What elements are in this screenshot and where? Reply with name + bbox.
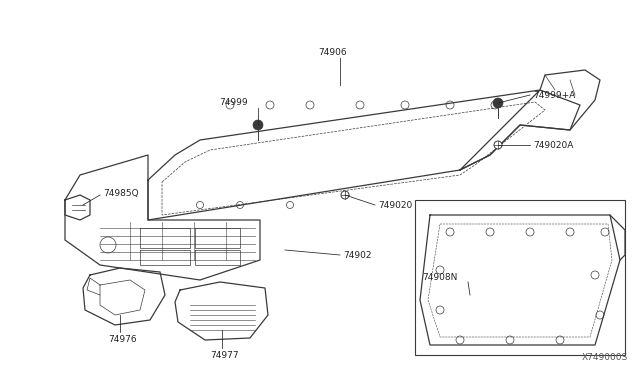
Text: 74985Q: 74985Q <box>103 189 139 198</box>
Text: 749020: 749020 <box>378 201 412 209</box>
Text: 74902: 74902 <box>343 250 371 260</box>
Circle shape <box>494 141 502 149</box>
Text: 74999+A: 74999+A <box>533 90 575 99</box>
Text: 74976: 74976 <box>108 335 136 344</box>
Text: 749020A: 749020A <box>533 141 573 150</box>
Text: 74999: 74999 <box>220 97 248 106</box>
Circle shape <box>253 120 263 130</box>
Circle shape <box>493 98 503 108</box>
Text: 74908N: 74908N <box>422 273 458 282</box>
Bar <box>415 200 625 355</box>
Text: 74977: 74977 <box>210 351 239 360</box>
Text: 74906: 74906 <box>318 48 347 57</box>
Text: X749000S: X749000S <box>582 353 628 362</box>
Circle shape <box>341 191 349 199</box>
